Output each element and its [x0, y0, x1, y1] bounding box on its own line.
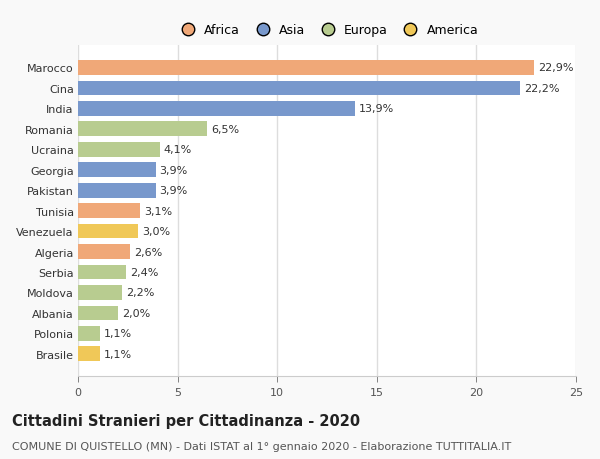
Bar	[78, 245, 130, 259]
Text: 1,1%: 1,1%	[104, 329, 132, 339]
Text: 22,9%: 22,9%	[538, 63, 574, 73]
Text: Cittadini Stranieri per Cittadinanza - 2020: Cittadini Stranieri per Cittadinanza - 2…	[12, 413, 360, 428]
Legend: Africa, Asia, Europa, America: Africa, Asia, Europa, America	[170, 19, 484, 42]
Text: 6,5%: 6,5%	[211, 124, 239, 134]
Text: 4,1%: 4,1%	[164, 145, 192, 155]
Text: 3,0%: 3,0%	[142, 227, 170, 236]
Bar	[78, 285, 122, 300]
Bar	[78, 184, 155, 198]
Bar	[78, 265, 126, 280]
Text: 1,1%: 1,1%	[104, 349, 132, 359]
Text: 2,0%: 2,0%	[122, 308, 150, 318]
Text: COMUNE DI QUISTELLO (MN) - Dati ISTAT al 1° gennaio 2020 - Elaborazione TUTTITAL: COMUNE DI QUISTELLO (MN) - Dati ISTAT al…	[12, 441, 511, 451]
Text: 3,9%: 3,9%	[160, 165, 188, 175]
Bar	[78, 204, 140, 218]
Bar	[78, 224, 138, 239]
Bar	[78, 61, 534, 76]
Text: 22,2%: 22,2%	[524, 84, 560, 94]
Bar	[78, 163, 155, 178]
Text: 3,1%: 3,1%	[144, 206, 172, 216]
Text: 2,2%: 2,2%	[126, 288, 154, 298]
Text: 2,4%: 2,4%	[130, 268, 158, 277]
Bar	[78, 306, 118, 320]
Bar	[78, 102, 355, 117]
Bar	[78, 326, 100, 341]
Bar	[78, 122, 208, 137]
Text: 3,9%: 3,9%	[160, 186, 188, 196]
Bar	[78, 81, 520, 96]
Text: 13,9%: 13,9%	[359, 104, 394, 114]
Bar	[78, 143, 160, 157]
Bar	[78, 347, 100, 361]
Text: 2,6%: 2,6%	[134, 247, 162, 257]
